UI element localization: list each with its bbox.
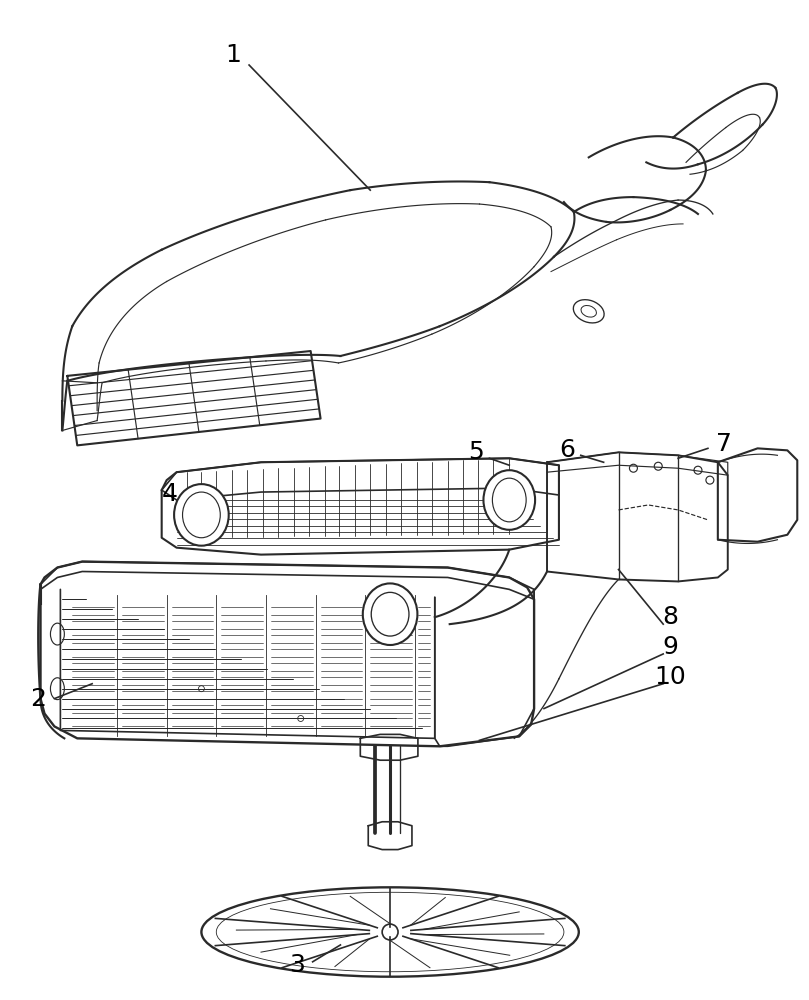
Text: 1: 1: [225, 43, 241, 67]
Text: 10: 10: [654, 665, 686, 689]
Text: 4: 4: [162, 482, 178, 506]
Text: 8: 8: [662, 605, 678, 629]
Text: 2: 2: [31, 687, 47, 711]
Text: 6: 6: [559, 438, 575, 462]
Ellipse shape: [362, 583, 417, 645]
Ellipse shape: [484, 470, 535, 530]
Text: 5: 5: [468, 440, 484, 464]
Text: 9: 9: [663, 635, 678, 659]
Text: 3: 3: [289, 953, 305, 977]
Ellipse shape: [174, 484, 229, 546]
Text: 7: 7: [716, 432, 731, 456]
